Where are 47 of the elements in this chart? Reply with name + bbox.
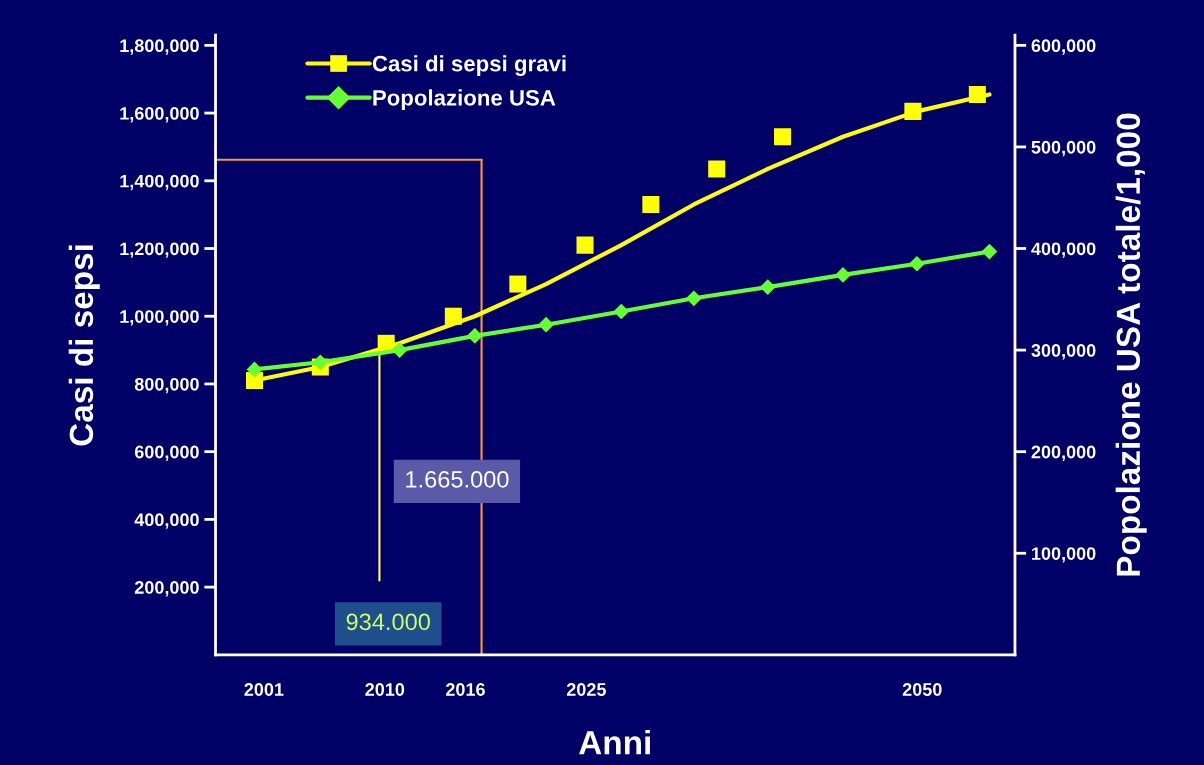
x-axis-title: Anni [579,730,650,755]
point [904,102,922,120]
point [509,275,527,293]
y2-tick-label: 200,000 [1031,445,1096,462]
point [642,195,660,213]
point [613,303,630,320]
y2-tick-label: 400,000 [1031,242,1096,258]
y-tick-label: 400,000 [134,513,199,529]
y-tick-label: 1,800,000 [120,39,199,55]
legend-label: Popolazione USA [373,89,556,111]
y2-tick-label: 100,000 [1032,547,1096,563]
point [759,279,776,295]
x-tick-label: 2016 [445,683,485,696]
y-tick-label: 1,000,000 [120,310,199,326]
point [981,243,998,260]
annotation: 934.000 [346,613,430,631]
point [774,128,792,146]
x-tick-label: 2025 [566,683,606,696]
point [685,290,702,307]
x-tick-label: 2010 [365,683,405,696]
point [466,328,483,344]
point [245,372,263,390]
point [968,85,986,103]
point [909,255,925,272]
y-tick-label: 800,000 [134,377,199,394]
y-tick-label: 1,400,000 [120,174,199,191]
y-tick-label: 200,000 [134,581,199,597]
x-tick-label: 2001 [244,683,284,696]
point [708,160,726,178]
y2-tick-label: 600,000 [1031,39,1096,55]
point [576,236,594,254]
annotation: 1.665.000 [406,470,509,488]
y-tick-label: 600,000 [134,445,199,462]
y2-tick-label: 500,000 [1031,140,1096,157]
y-tick-label: 1,200,000 [120,242,199,258]
y-axis-title: Casi di sepsi [68,245,100,446]
y2-axis-title: Popolazione USA totale/1,000 [1115,113,1147,576]
point [391,342,408,358]
point [835,267,851,283]
y2-tick-label: 300,000 [1031,344,1096,360]
legend-label: Casi di sepsi gravi [372,55,566,76]
x-tick-label: 2050 [902,683,942,696]
point [312,354,329,371]
point [538,316,554,333]
point [246,361,263,378]
y-tick-label: 1,600,000 [120,107,199,123]
point [444,307,462,325]
